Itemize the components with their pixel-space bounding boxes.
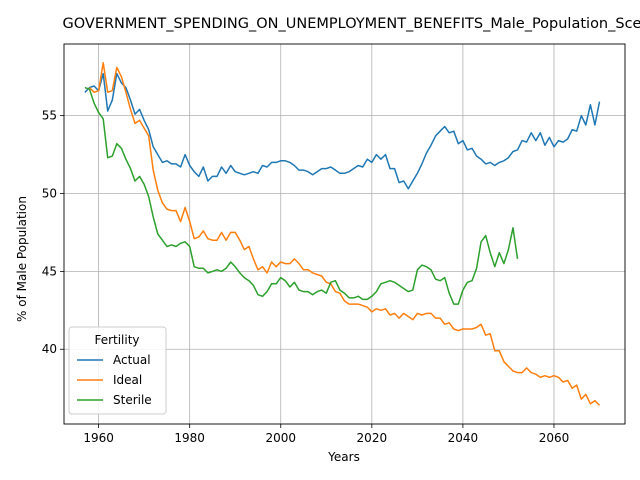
x-tick-label: 1960 bbox=[83, 431, 114, 445]
y-tick-label: 50 bbox=[42, 187, 57, 201]
grid bbox=[64, 44, 625, 424]
legend-entries: Actual Ideal Sterile bbox=[77, 353, 152, 407]
x-tick-label: 2020 bbox=[357, 431, 388, 445]
y-tick-label: 45 bbox=[42, 264, 57, 278]
x-tick-label: 2040 bbox=[448, 431, 479, 445]
x-tick-label: 2060 bbox=[539, 431, 570, 445]
axis-ticks: 1960 1980 2000 2020 2040 2060 40 45 50 55 bbox=[42, 109, 570, 445]
x-tick-label: 2000 bbox=[265, 431, 296, 445]
plot-area-frame bbox=[63, 43, 626, 425]
legend: Fertility Actual Ideal Sterile bbox=[68, 326, 167, 415]
legend-label-ideal: Ideal bbox=[113, 373, 142, 387]
legend-box bbox=[68, 326, 167, 415]
y-tick-label: 55 bbox=[42, 109, 57, 123]
legend-label-actual: Actual bbox=[113, 353, 151, 367]
legend-label-sterile: Sterile bbox=[113, 393, 152, 407]
legend-title: Fertility bbox=[94, 333, 139, 347]
y-tick-label: 40 bbox=[42, 342, 57, 356]
series-line-actual bbox=[84, 72, 601, 190]
x-axis-label: Years bbox=[327, 450, 360, 464]
y-axis-label: % of Male Population bbox=[15, 196, 29, 322]
x-tick-label: 1980 bbox=[174, 431, 205, 445]
series-line-sterile bbox=[84, 86, 519, 305]
series-line-ideal bbox=[88, 61, 601, 406]
series-lines bbox=[84, 61, 601, 406]
chart-title: GOVERNMENT_SPENDING_ON_UNEMPLOYMENT_BENE… bbox=[63, 16, 640, 32]
